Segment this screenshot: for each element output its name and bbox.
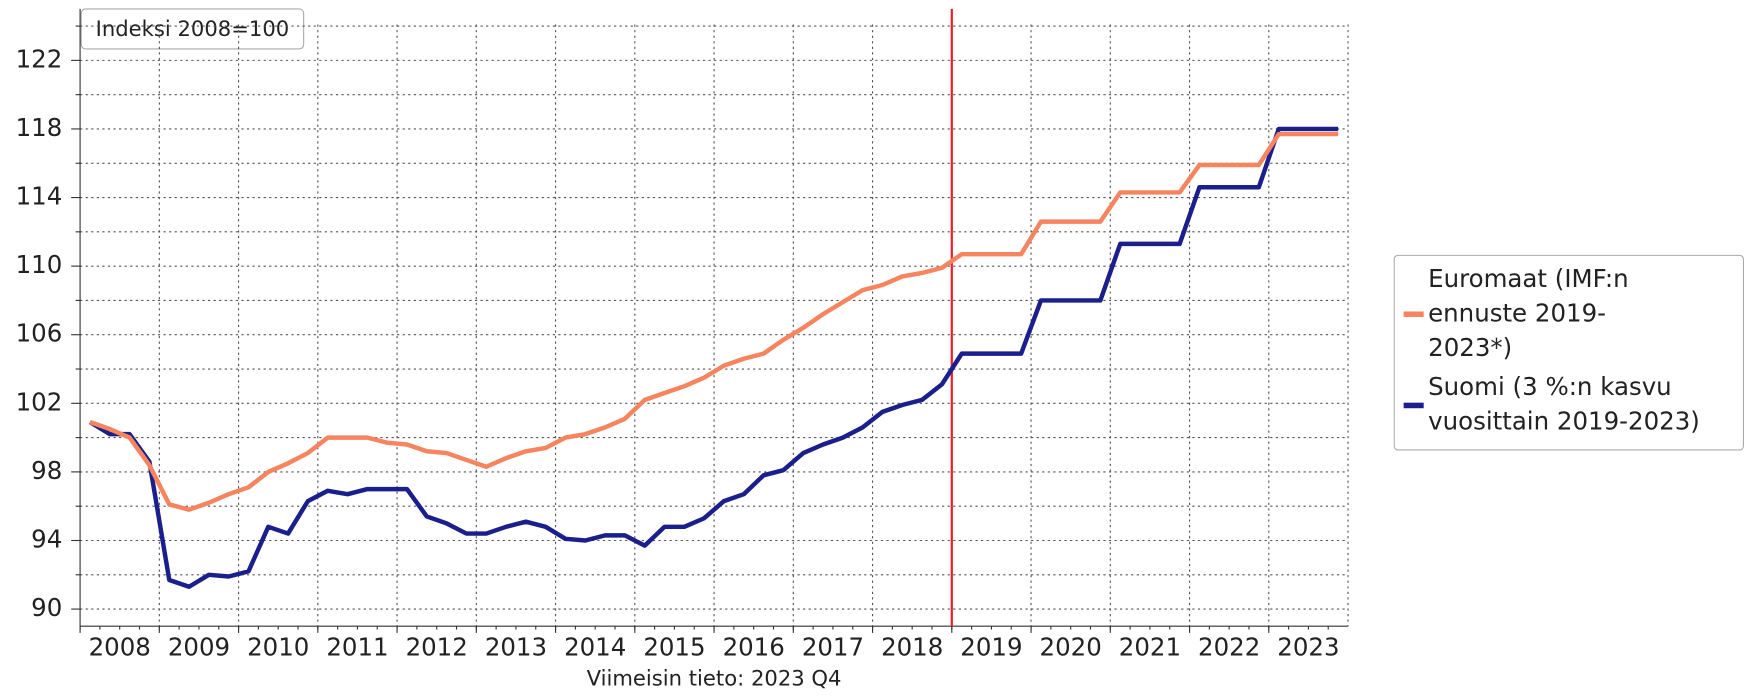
x-tick-label: 2017 [802, 632, 864, 661]
x-tick-label: 2021 [1119, 632, 1181, 661]
legend-label: Euromaat (IMF:n ennuste 2019-2023*) [1428, 265, 1629, 363]
chart-title: Indeksi 2008=100 [96, 16, 290, 41]
legend-swatch [1403, 402, 1424, 408]
y-tick-label: 106 [16, 319, 63, 348]
y-tick-label: 110 [16, 250, 63, 279]
x-tick-label: 2010 [247, 632, 309, 661]
series-line [88, 126, 1339, 589]
x-tick-label: 2018 [881, 632, 943, 661]
legend-swatch [1403, 311, 1424, 318]
x-tick-label: 2012 [406, 632, 468, 661]
y-tick-label: 102 [16, 387, 63, 416]
chart-subtitle: Viimeisin tieto: 2023 Q4 [587, 666, 842, 691]
x-tick-label: 2015 [643, 632, 705, 661]
x-tick-label: 2019 [960, 632, 1022, 661]
x-tick-label: 2022 [1198, 632, 1260, 661]
x-tick-label: 2014 [564, 632, 626, 661]
y-tick-label: 98 [31, 456, 62, 485]
legend-entry: Suomi (3 %:n kasvu vuosittain 2019-2023) [1403, 370, 1743, 439]
x-tick-label: 2020 [1040, 632, 1102, 661]
x-tick-label: 2023 [1277, 632, 1339, 661]
legend: Euromaat (IMF:n ennuste 2019-2023*) Suomi… [1393, 254, 1744, 451]
legend-label: Suomi (3 %:n kasvu vuosittain 2019-2023) [1428, 373, 1700, 437]
x-tick-label: 2011 [326, 632, 388, 661]
legend-entry: Euromaat (IMF:n ennuste 2019-2023*) [1403, 263, 1743, 366]
y-tick-label: 118 [16, 113, 63, 142]
y-tick-label: 114 [16, 182, 63, 211]
legend-box: Euromaat (IMF:n ennuste 2019-2023*) Suomi… [1393, 254, 1744, 451]
series-line [89, 131, 1339, 512]
x-tick-label: 2016 [723, 632, 785, 661]
title-box [80, 8, 305, 50]
y-tick-label: 122 [16, 44, 63, 73]
x-tick-label: 2009 [168, 632, 230, 661]
x-tick-label: 2013 [485, 632, 547, 661]
x-tick-label: 2008 [89, 632, 151, 661]
y-tick-label: 94 [31, 524, 62, 553]
y-tick-label: 90 [31, 593, 62, 622]
